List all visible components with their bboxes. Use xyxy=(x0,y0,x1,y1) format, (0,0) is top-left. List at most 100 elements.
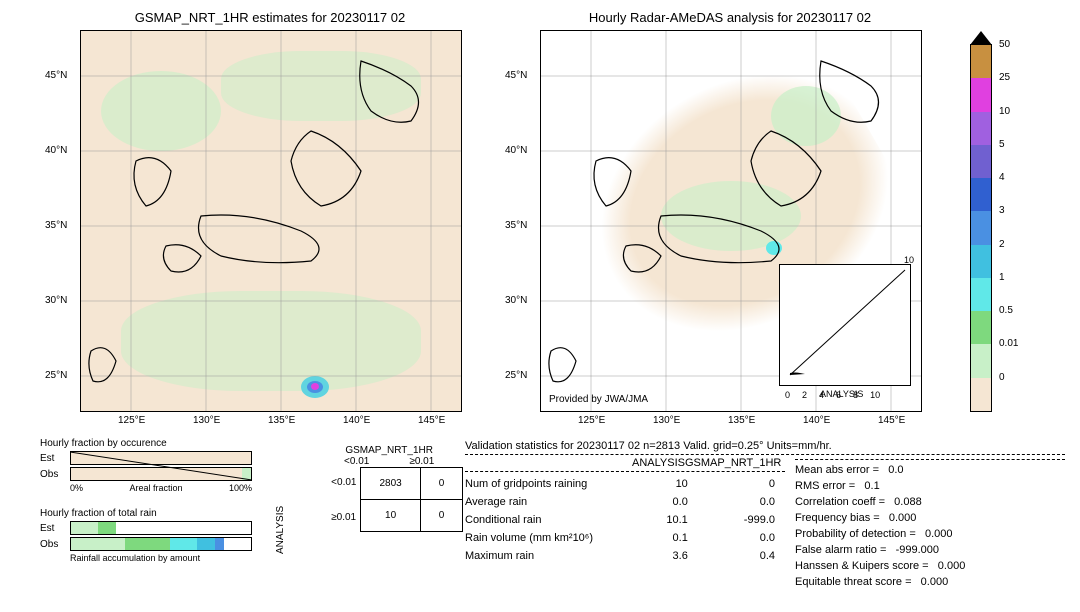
colorbar-tick: 50 xyxy=(999,39,1010,50)
contingency-cell: 2803 xyxy=(361,468,420,500)
colorbar-segment xyxy=(971,45,991,78)
stats-val: 0.1 xyxy=(864,480,879,492)
stats-row: Maximum rain 3.6 0.4 xyxy=(465,550,775,562)
bar-segment xyxy=(71,538,125,550)
stats-metric: Hanssen & Kuipers score = xyxy=(795,560,929,572)
provided-by: Provided by JWA/JMA xyxy=(549,394,648,405)
series-label: Obs xyxy=(40,539,70,550)
stats-val: 0.088 xyxy=(894,496,922,508)
ytick: 45°N xyxy=(505,70,527,81)
colorbar-tick: 1 xyxy=(999,272,1005,283)
validation-title: Validation statistics for 20230117 02 n=… xyxy=(465,440,1065,452)
xtick: 130°E xyxy=(653,415,680,426)
xtick: 125°E xyxy=(578,415,605,426)
stats-val: 10.1 xyxy=(620,514,688,526)
colorbar-tick: 25 xyxy=(999,72,1010,83)
stats-val: 0.0 xyxy=(688,496,775,508)
stats-metric: Frequency bias = xyxy=(795,512,880,524)
left-map xyxy=(80,30,462,412)
colorbar-segment xyxy=(971,178,991,211)
ytick: 25°N xyxy=(45,370,67,381)
xtick: 135°E xyxy=(268,415,295,426)
chart-title: Hourly fraction by occurence xyxy=(40,438,252,449)
stats-row: Frequency bias = 0.000 xyxy=(795,512,1065,524)
colorbar-segment xyxy=(971,211,991,244)
stats-val: 0.0 xyxy=(688,532,775,544)
contingency-row-header: ANALYSIS xyxy=(275,506,286,554)
colorbar-segment xyxy=(971,245,991,278)
stats-val: 0.0 xyxy=(620,496,688,508)
colorbar-segment xyxy=(971,278,991,311)
xtick: 140°E xyxy=(343,415,370,426)
axis-label: Areal fraction xyxy=(129,483,182,493)
stats-val: -999.0 xyxy=(688,514,775,526)
series-label: Obs xyxy=(40,469,70,480)
stats-val: 0.0 xyxy=(888,464,903,476)
stats-row: False alarm ratio = -999.000 xyxy=(795,544,1065,556)
series-label: Est xyxy=(40,453,70,464)
stats-row: Num of gridpoints raining 10 0 xyxy=(465,478,775,490)
colorbar-segment xyxy=(971,311,991,344)
ytick: 35°N xyxy=(505,220,527,231)
bar-segment xyxy=(215,538,224,550)
colorbar-segment xyxy=(971,344,991,377)
stats-row: Probability of detection = 0.000 xyxy=(795,528,1065,540)
contingency-col: <0.01 xyxy=(344,456,369,467)
stats-val: 0.000 xyxy=(921,576,949,588)
xtick: 145°E xyxy=(418,415,445,426)
stats-metric: Average rain xyxy=(465,496,620,508)
stats-val: 0.1 xyxy=(620,532,688,544)
contingency-col: ≥0.01 xyxy=(409,456,434,467)
ytick: 30°N xyxy=(45,295,67,306)
colorbar-tick: 4 xyxy=(999,172,1005,183)
stats-col-header: ANALYSIS xyxy=(618,457,685,469)
axis-label: 100% xyxy=(229,483,252,493)
trend-line xyxy=(70,452,252,482)
contingency-row: ≥0.01 xyxy=(331,512,356,523)
stats-metric: Equitable threat score = xyxy=(795,576,912,588)
colorbar-tick: 0 xyxy=(999,372,1005,383)
stats-val: 3.6 xyxy=(620,550,688,562)
stats-metric: False alarm ratio = xyxy=(795,544,886,556)
divider xyxy=(465,471,785,472)
contingency-table: GSMAP_NRT_1HR <0.01 ≥0.01 ANALYSIS <0.01… xyxy=(275,445,463,532)
stats-metric: RMS error = xyxy=(795,480,855,492)
colorbar-tick: 10 xyxy=(999,106,1010,117)
colorbar-segment xyxy=(971,378,991,411)
stats-val: 0.000 xyxy=(938,560,966,572)
bar-est xyxy=(70,521,252,535)
stats-val: 0.4 xyxy=(688,550,775,562)
colorbar-tick: 5 xyxy=(999,139,1005,150)
stats-row: Equitable threat score = 0.000 xyxy=(795,576,1065,588)
series-label: Est xyxy=(40,523,70,534)
stats-metric: Correlation coeff = xyxy=(795,496,885,508)
bar-segment xyxy=(170,538,197,550)
bar-segment xyxy=(71,522,98,534)
colorbar-tick: 2 xyxy=(999,239,1005,250)
stats-val: 10 xyxy=(620,478,688,490)
stats-val: -999.000 xyxy=(896,544,939,556)
colorbar-tick: 0.01 xyxy=(999,338,1018,349)
hourly-fraction-total-rain: Hourly fraction of total rain Est Obs Ra… xyxy=(40,508,252,563)
colorbar-tick: 3 xyxy=(999,205,1005,216)
colorbar-segment xyxy=(971,112,991,145)
left-map-title: GSMAP_NRT_1HR estimates for 20230117 02 xyxy=(80,10,460,25)
stats-val: 0.000 xyxy=(889,512,917,524)
colorbar: 502510543210.50.010 xyxy=(970,44,992,412)
stats-row: Rain volume (mm km²10⁶) 0.1 0.0 xyxy=(465,532,775,544)
ytick: 30°N xyxy=(505,295,527,306)
bar-obs xyxy=(70,537,252,551)
stats-row: Correlation coeff = 0.088 xyxy=(795,496,1065,508)
ytick: 35°N xyxy=(45,220,67,231)
ytick: 25°N xyxy=(505,370,527,381)
chart-title: Hourly fraction of total rain xyxy=(40,508,252,519)
coastline xyxy=(81,31,461,411)
ytick: 40°N xyxy=(45,145,67,156)
colorbar-segment xyxy=(971,78,991,111)
stats-metric: Mean abs error = xyxy=(795,464,879,476)
xtick: 125°E xyxy=(118,415,145,426)
contingency-row: <0.01 xyxy=(331,477,356,488)
xtick: 140°E xyxy=(803,415,830,426)
axis-label: 0% xyxy=(70,483,83,493)
ytick: 40°N xyxy=(505,145,527,156)
